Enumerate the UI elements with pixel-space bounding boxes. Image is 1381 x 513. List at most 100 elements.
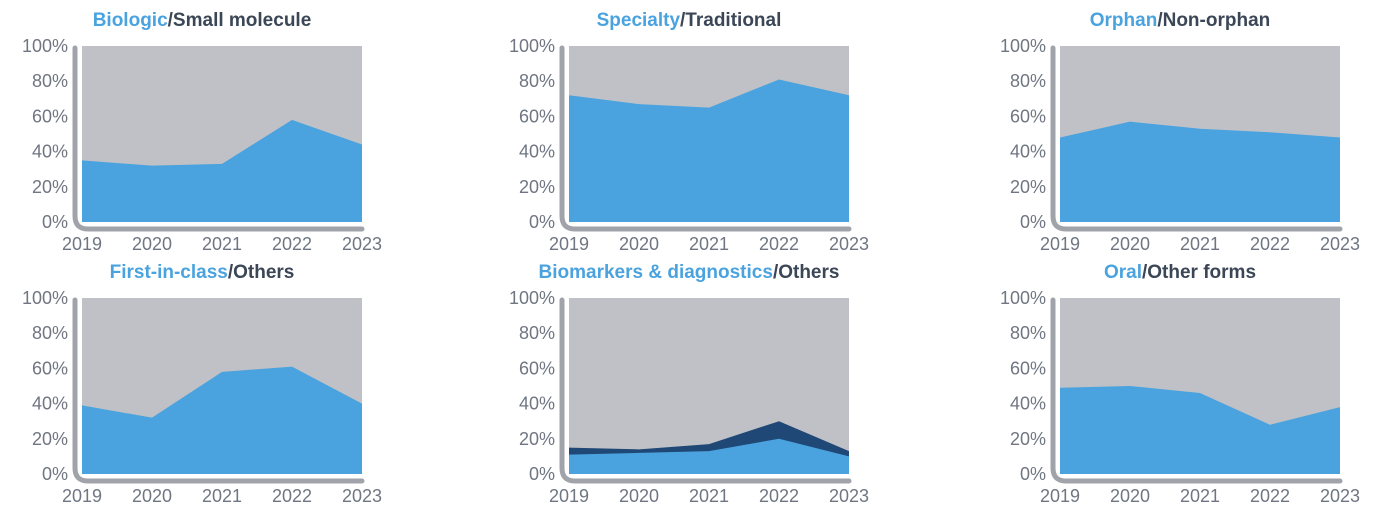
x-tick-label: 2021 bbox=[1180, 234, 1220, 254]
y-tick-label: 60% bbox=[1010, 106, 1046, 126]
axis-line bbox=[1050, 297, 1343, 484]
y-tick-label: 0% bbox=[42, 212, 68, 232]
y-tick-label: 20% bbox=[1010, 177, 1046, 197]
x-tick-label: 2020 bbox=[1110, 234, 1150, 254]
x-tick-label: 2021 bbox=[1180, 486, 1220, 506]
chart-title: Biologic/Small molecule bbox=[2, 10, 402, 32]
y-tick-label: 40% bbox=[519, 142, 555, 162]
x-tick-label: 2022 bbox=[272, 234, 312, 254]
axis-line bbox=[1050, 45, 1343, 232]
y-tick-label: 100% bbox=[22, 36, 68, 56]
chart-panel-oral: Oral/Other forms 0% 20% 40% 60% 80% 100% 2019 2… bbox=[980, 260, 1380, 512]
chart-panel-specialty: Specialty/Traditional 0% 20% 40% 60% 80% 100%… bbox=[489, 8, 889, 260]
y-tick-label: 60% bbox=[32, 106, 68, 126]
y-tick-label: 40% bbox=[519, 394, 555, 414]
y-tick-label: 0% bbox=[529, 464, 555, 484]
chart-panel-biomarkers: Biomarkers & diagnostics/Others 0% 20% 40%… bbox=[489, 260, 889, 512]
y-tick-label: 60% bbox=[519, 106, 555, 126]
chart-panel-biologic: Biologic/Small molecule 0% 20% 40% 60% 80% 10… bbox=[2, 8, 402, 260]
y-tick-label: 0% bbox=[529, 212, 555, 232]
x-tick-label: 2020 bbox=[619, 486, 659, 506]
x-tick-label: 2021 bbox=[689, 234, 729, 254]
y-tick-label: 100% bbox=[509, 288, 555, 308]
x-tick-label: 2022 bbox=[1250, 234, 1290, 254]
y-tick-label: 60% bbox=[1010, 358, 1046, 378]
x-tick-label: 2023 bbox=[342, 486, 382, 506]
x-tick-label: 2021 bbox=[689, 486, 729, 506]
x-tick-label: 2022 bbox=[759, 234, 799, 254]
y-tick-label: 20% bbox=[519, 177, 555, 197]
chart-title-rest: /Non-orphan bbox=[1157, 10, 1271, 31]
chart-title-rest: /Others bbox=[227, 262, 295, 283]
chart-title: Oral/Other forms bbox=[980, 262, 1380, 284]
y-tick-label: 100% bbox=[22, 288, 68, 308]
x-tick-label: 2020 bbox=[1110, 486, 1150, 506]
x-tick-label: 2023 bbox=[829, 486, 869, 506]
y-tick-label: 40% bbox=[1010, 394, 1046, 414]
y-tick-label: 100% bbox=[1000, 36, 1046, 56]
x-tick-label: 2022 bbox=[272, 486, 312, 506]
y-tick-label: 20% bbox=[32, 429, 68, 449]
x-tick-label: 2019 bbox=[1040, 486, 1080, 506]
area-chart: 0% 20% 40% 60% 80% 100% 2019 2020 2021 2022 2023 bbox=[509, 36, 869, 254]
chart-panel-first-in-class: First-in-class/Others 0% 20% 40% 60% 80% 100%… bbox=[2, 260, 402, 512]
y-tick-label: 80% bbox=[1010, 71, 1046, 91]
x-tick-label: 2020 bbox=[132, 486, 172, 506]
x-tick-label: 2023 bbox=[342, 234, 382, 254]
chart-title: Specialty/Traditional bbox=[489, 10, 889, 32]
x-tick-label: 2023 bbox=[1320, 486, 1360, 506]
area-chart: 0% 20% 40% 60% 80% 100% 2019 2020 2021 2022 2023 bbox=[22, 288, 382, 506]
chart-panel-orphan: Orphan/Non-orphan 0% 20% 40% 60% 80% 100% 2019… bbox=[980, 8, 1380, 260]
y-tick-label: 40% bbox=[1010, 142, 1046, 162]
series-area-0 bbox=[1060, 121, 1340, 222]
y-tick-label: 80% bbox=[1010, 323, 1046, 343]
y-tick-label: 20% bbox=[1010, 429, 1046, 449]
area-chart: 0% 20% 40% 60% 80% 100% 2019 2020 2021 2022 2023 bbox=[1000, 288, 1360, 506]
y-tick-label: 0% bbox=[1020, 464, 1046, 484]
chart-title-highlight: Specialty bbox=[596, 10, 681, 31]
chart-title-rest: /Traditional bbox=[680, 10, 782, 31]
series-area-0 bbox=[1060, 386, 1340, 474]
chart-title-rest: /Small molecule bbox=[167, 10, 312, 31]
chart-title-highlight: Biologic bbox=[92, 10, 168, 31]
area-chart: 0% 20% 40% 60% 80% 100% 2019 2020 2021 2022 2023 bbox=[1000, 36, 1360, 254]
x-tick-label: 2019 bbox=[1040, 234, 1080, 254]
chart-title-highlight: Oral bbox=[1103, 262, 1142, 283]
axis-line bbox=[559, 297, 852, 484]
x-tick-label: 2019 bbox=[549, 486, 589, 506]
x-tick-label: 2023 bbox=[1320, 234, 1360, 254]
axis-line bbox=[559, 45, 852, 232]
axis-line bbox=[72, 45, 365, 232]
x-tick-label: 2020 bbox=[619, 234, 659, 254]
area-chart: 0% 20% 40% 60% 80% 100% 2019 2020 2021 2022 2023 bbox=[509, 288, 869, 506]
y-tick-label: 80% bbox=[32, 71, 68, 91]
chart-title: Orphan/Non-orphan bbox=[980, 10, 1380, 32]
y-tick-label: 80% bbox=[32, 323, 68, 343]
y-tick-label: 40% bbox=[32, 394, 68, 414]
x-tick-label: 2019 bbox=[62, 234, 102, 254]
series-area-0 bbox=[569, 79, 849, 222]
area-chart: 0% 20% 40% 60% 80% 100% 2019 2020 2021 2022 2023 bbox=[22, 36, 382, 254]
chart-title-rest: /Other forms bbox=[1142, 262, 1257, 283]
x-tick-label: 2023 bbox=[829, 234, 869, 254]
axis-line bbox=[72, 297, 365, 484]
series-area-0 bbox=[82, 119, 362, 222]
x-tick-label: 2019 bbox=[549, 234, 589, 254]
x-tick-label: 2022 bbox=[1250, 486, 1290, 506]
y-tick-label: 60% bbox=[519, 358, 555, 378]
x-tick-label: 2021 bbox=[202, 234, 242, 254]
y-tick-label: 100% bbox=[1000, 288, 1046, 308]
chart-title: Biomarkers & diagnostics/Others bbox=[489, 262, 889, 284]
series-area-0 bbox=[82, 366, 362, 474]
y-tick-label: 20% bbox=[32, 177, 68, 197]
y-tick-label: 20% bbox=[519, 429, 555, 449]
y-tick-label: 60% bbox=[32, 358, 68, 378]
y-tick-label: 80% bbox=[519, 71, 555, 91]
y-tick-label: 0% bbox=[1020, 212, 1046, 232]
y-tick-label: 100% bbox=[509, 36, 555, 56]
y-tick-label: 40% bbox=[32, 142, 68, 162]
chart-title-highlight: Orphan bbox=[1089, 10, 1158, 31]
chart-title-highlight: First-in-class bbox=[109, 262, 228, 283]
chart-title-highlight: Biomarkers & diagnostics bbox=[538, 262, 773, 283]
y-tick-label: 80% bbox=[519, 323, 555, 343]
